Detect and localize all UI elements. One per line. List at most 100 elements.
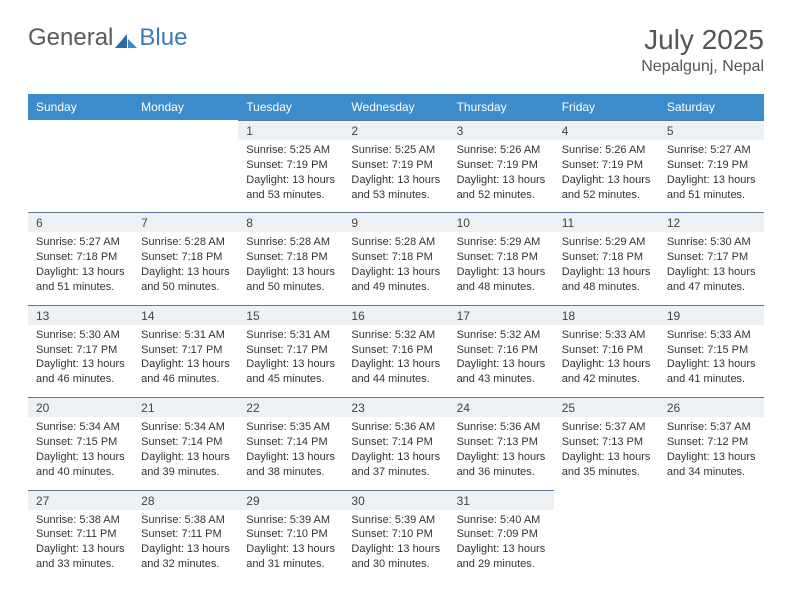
- calendar-body: 12345Sunrise: 5:25 AMSunset: 7:19 PMDayl…: [28, 121, 764, 582]
- daylight-line: Daylight: 13 hours and 53 minutes.: [351, 173, 440, 203]
- day-number: 24: [457, 401, 546, 415]
- day-number: 1: [246, 124, 335, 138]
- daylight-line: Daylight: 13 hours and 34 minutes.: [667, 450, 756, 480]
- daylight-line: Daylight: 13 hours and 45 minutes.: [246, 357, 335, 387]
- location: Nepalgunj, Nepal: [641, 58, 764, 76]
- daylight-line: Daylight: 13 hours and 39 minutes.: [141, 450, 230, 480]
- info-cell: Sunrise: 5:39 AMSunset: 7:10 PMDaylight:…: [343, 510, 448, 582]
- info-cell: Sunrise: 5:33 AMSunset: 7:16 PMDaylight:…: [554, 325, 659, 398]
- sunrise-line: Sunrise: 5:30 AM: [36, 328, 125, 343]
- day-number: 12: [667, 216, 756, 230]
- sunrise-line: Sunrise: 5:35 AM: [246, 420, 335, 435]
- sunset-line: Sunset: 7:14 PM: [141, 435, 230, 450]
- daylight-line: Daylight: 13 hours and 33 minutes.: [36, 542, 125, 572]
- sunset-line: Sunset: 7:18 PM: [351, 250, 440, 265]
- day-number: 16: [351, 309, 440, 323]
- info-row: Sunrise: 5:30 AMSunset: 7:17 PMDaylight:…: [28, 325, 764, 398]
- sunrise-line: Sunrise: 5:34 AM: [36, 420, 125, 435]
- daylight-line: Daylight: 13 hours and 32 minutes.: [141, 542, 230, 572]
- sunrise-line: Sunrise: 5:37 AM: [667, 420, 756, 435]
- day-number: 15: [246, 309, 335, 323]
- info-cell: Sunrise: 5:38 AMSunset: 7:11 PMDaylight:…: [133, 510, 238, 582]
- sunset-line: Sunset: 7:17 PM: [667, 250, 756, 265]
- date-cell: 16: [343, 305, 448, 325]
- date-cell: 25: [554, 398, 659, 418]
- daylight-line: Daylight: 13 hours and 49 minutes.: [351, 265, 440, 295]
- daylight-line: Daylight: 13 hours and 35 minutes.: [562, 450, 651, 480]
- date-cell: 14: [133, 305, 238, 325]
- calendar-table: Sunday Monday Tuesday Wednesday Thursday…: [28, 94, 764, 582]
- day-number: 18: [562, 309, 651, 323]
- info-cell: Sunrise: 5:28 AMSunset: 7:18 PMDaylight:…: [238, 232, 343, 305]
- day-number: 13: [36, 309, 125, 323]
- day-number: 25: [562, 401, 651, 415]
- daylight-line: Daylight: 13 hours and 31 minutes.: [246, 542, 335, 572]
- daylight-line: Daylight: 13 hours and 46 minutes.: [36, 357, 125, 387]
- date-cell: 3: [449, 121, 554, 141]
- sunrise-line: Sunrise: 5:27 AM: [667, 143, 756, 158]
- date-cell: 26: [659, 398, 764, 418]
- daylight-line: Daylight: 13 hours and 41 minutes.: [667, 357, 756, 387]
- day-number: 3: [457, 124, 546, 138]
- date-cell: 7: [133, 213, 238, 233]
- day-number: 10: [457, 216, 546, 230]
- info-cell: Sunrise: 5:30 AMSunset: 7:17 PMDaylight:…: [28, 325, 133, 398]
- sunrise-line: Sunrise: 5:29 AM: [457, 235, 546, 250]
- col-sat: Saturday: [659, 94, 764, 121]
- info-cell: Sunrise: 5:27 AMSunset: 7:19 PMDaylight:…: [659, 140, 764, 213]
- date-cell: 20: [28, 398, 133, 418]
- daylight-line: Daylight: 13 hours and 52 minutes.: [562, 173, 651, 203]
- sunset-line: Sunset: 7:19 PM: [457, 158, 546, 173]
- info-cell: Sunrise: 5:34 AMSunset: 7:14 PMDaylight:…: [133, 417, 238, 490]
- date-cell: [659, 490, 764, 510]
- day-number: 20: [36, 401, 125, 415]
- sunset-line: Sunset: 7:16 PM: [457, 343, 546, 358]
- info-cell: Sunrise: 5:36 AMSunset: 7:13 PMDaylight:…: [449, 417, 554, 490]
- date-cell: 21: [133, 398, 238, 418]
- sunset-line: Sunset: 7:19 PM: [246, 158, 335, 173]
- sunset-line: Sunset: 7:18 PM: [36, 250, 125, 265]
- info-cell: [133, 140, 238, 213]
- date-cell: 24: [449, 398, 554, 418]
- date-cell: 19: [659, 305, 764, 325]
- date-cell: 29: [238, 490, 343, 510]
- sunset-line: Sunset: 7:10 PM: [246, 527, 335, 542]
- date-cell: [554, 490, 659, 510]
- day-number: 27: [36, 494, 125, 508]
- col-tue: Tuesday: [238, 94, 343, 121]
- date-cell: [28, 121, 133, 141]
- date-cell: 23: [343, 398, 448, 418]
- info-cell: [554, 510, 659, 582]
- sunset-line: Sunset: 7:14 PM: [351, 435, 440, 450]
- info-cell: Sunrise: 5:32 AMSunset: 7:16 PMDaylight:…: [449, 325, 554, 398]
- sunset-line: Sunset: 7:18 PM: [457, 250, 546, 265]
- sunrise-line: Sunrise: 5:40 AM: [457, 513, 546, 528]
- col-wed: Wednesday: [343, 94, 448, 121]
- date-row: 13 14 15 16 17 18 19: [28, 305, 764, 325]
- date-cell: 12: [659, 213, 764, 233]
- daylight-line: Daylight: 13 hours and 42 minutes.: [562, 357, 651, 387]
- sunrise-line: Sunrise: 5:28 AM: [246, 235, 335, 250]
- day-number: 6: [36, 216, 125, 230]
- info-cell: Sunrise: 5:25 AMSunset: 7:19 PMDaylight:…: [238, 140, 343, 213]
- daylight-line: Daylight: 13 hours and 38 minutes.: [246, 450, 335, 480]
- day-number: 22: [246, 401, 335, 415]
- info-cell: Sunrise: 5:36 AMSunset: 7:14 PMDaylight:…: [343, 417, 448, 490]
- daylight-line: Daylight: 13 hours and 51 minutes.: [667, 173, 756, 203]
- sunset-line: Sunset: 7:18 PM: [141, 250, 230, 265]
- day-number: 28: [141, 494, 230, 508]
- sunrise-line: Sunrise: 5:28 AM: [141, 235, 230, 250]
- daylight-line: Daylight: 13 hours and 53 minutes.: [246, 173, 335, 203]
- sunset-line: Sunset: 7:13 PM: [562, 435, 651, 450]
- sunset-line: Sunset: 7:17 PM: [246, 343, 335, 358]
- date-cell: 22: [238, 398, 343, 418]
- date-cell: 17: [449, 305, 554, 325]
- sunrise-line: Sunrise: 5:30 AM: [667, 235, 756, 250]
- sunrise-line: Sunrise: 5:26 AM: [457, 143, 546, 158]
- sunrise-line: Sunrise: 5:33 AM: [562, 328, 651, 343]
- info-cell: Sunrise: 5:34 AMSunset: 7:15 PMDaylight:…: [28, 417, 133, 490]
- date-cell: 1: [238, 121, 343, 141]
- date-row: 2728293031: [28, 490, 764, 510]
- sunset-line: Sunset: 7:09 PM: [457, 527, 546, 542]
- date-row: 6789101112: [28, 213, 764, 233]
